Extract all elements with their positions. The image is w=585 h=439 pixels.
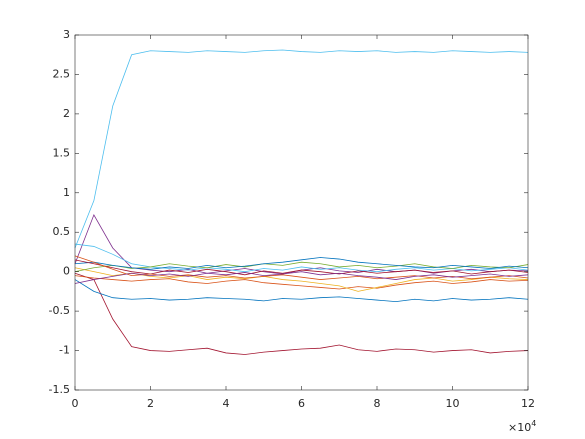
x-multiplier: ×104 xyxy=(508,419,536,435)
y-tick-label: 2 xyxy=(63,107,70,120)
x-tick-label: 4 xyxy=(223,397,230,410)
x-tick-label: 6 xyxy=(298,397,305,410)
series-line xyxy=(74,271,529,284)
series-line xyxy=(74,49,529,249)
y-tick-label: -0.5 xyxy=(49,304,70,317)
x-tick-label: 0 xyxy=(72,397,79,410)
x-tick-label: 12 xyxy=(521,397,535,410)
x-multiplier-exponent: 4 xyxy=(531,419,536,428)
series-line xyxy=(74,257,529,270)
y-tick-label: 1 xyxy=(63,186,70,199)
y-tick-label: 0 xyxy=(63,265,70,278)
y-tick-label: 0.5 xyxy=(53,225,71,238)
series-line xyxy=(74,255,529,280)
y-tick-label: 1.5 xyxy=(53,146,71,159)
y-tick-label: -1.5 xyxy=(49,383,70,396)
series-line xyxy=(74,275,529,290)
y-tick-label: 3 xyxy=(63,28,70,41)
series-line xyxy=(74,261,529,273)
x-tick-label: 10 xyxy=(446,397,460,410)
x-tick-label: 8 xyxy=(374,397,381,410)
series-line xyxy=(74,272,529,355)
y-tick-label: -1 xyxy=(59,344,70,357)
x-tick-label: 2 xyxy=(147,397,154,410)
x-multiplier-base: ×10 xyxy=(508,421,531,434)
y-tick-label: 2.5 xyxy=(53,67,71,80)
series-line xyxy=(74,267,529,292)
series-line xyxy=(74,279,529,303)
